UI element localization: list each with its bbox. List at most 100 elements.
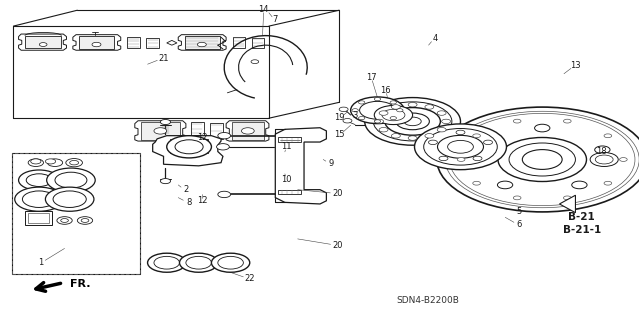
Circle shape	[186, 256, 211, 269]
Bar	[12, 153, 140, 274]
Circle shape	[374, 119, 383, 123]
Circle shape	[77, 217, 93, 224]
Text: 12: 12	[196, 133, 207, 142]
Circle shape	[425, 134, 434, 138]
Circle shape	[392, 134, 400, 138]
Text: 7: 7	[273, 15, 278, 24]
Bar	[12, 153, 140, 274]
Circle shape	[390, 101, 396, 104]
Circle shape	[339, 107, 348, 112]
Polygon shape	[19, 34, 67, 50]
Circle shape	[442, 119, 451, 123]
Circle shape	[428, 140, 437, 145]
Circle shape	[22, 191, 56, 207]
Polygon shape	[184, 36, 220, 49]
Text: 10: 10	[282, 175, 292, 184]
Circle shape	[522, 150, 562, 169]
Circle shape	[513, 119, 521, 123]
Polygon shape	[147, 38, 159, 48]
Text: 5: 5	[516, 207, 522, 216]
Bar	[28, 213, 49, 223]
Polygon shape	[252, 38, 264, 48]
Polygon shape	[232, 122, 264, 140]
Circle shape	[66, 159, 83, 167]
Polygon shape	[278, 137, 301, 142]
Text: 4: 4	[433, 34, 438, 43]
Circle shape	[445, 111, 639, 208]
Text: 2: 2	[183, 185, 189, 194]
Text: 20: 20	[333, 241, 343, 250]
Circle shape	[241, 128, 254, 134]
Text: 19: 19	[334, 113, 344, 122]
Circle shape	[438, 135, 483, 158]
Polygon shape	[73, 35, 121, 50]
Circle shape	[55, 172, 87, 188]
Circle shape	[197, 42, 206, 47]
Circle shape	[509, 143, 575, 176]
Polygon shape	[232, 37, 245, 48]
Circle shape	[218, 132, 230, 139]
Bar	[25, 211, 52, 225]
Circle shape	[374, 106, 413, 124]
Circle shape	[19, 170, 60, 190]
Circle shape	[358, 101, 365, 104]
Circle shape	[572, 181, 587, 189]
Circle shape	[449, 113, 635, 206]
Circle shape	[218, 256, 243, 269]
Circle shape	[379, 128, 388, 132]
Circle shape	[404, 117, 421, 126]
Circle shape	[392, 105, 400, 109]
Polygon shape	[170, 139, 208, 153]
Circle shape	[604, 181, 612, 185]
Text: 15: 15	[334, 130, 344, 139]
Circle shape	[473, 156, 482, 161]
Polygon shape	[178, 35, 226, 50]
Circle shape	[379, 111, 388, 115]
Circle shape	[53, 191, 86, 207]
Polygon shape	[153, 136, 223, 166]
Circle shape	[457, 158, 465, 161]
Circle shape	[590, 152, 618, 167]
Polygon shape	[226, 121, 269, 141]
Circle shape	[161, 120, 171, 124]
Text: 11: 11	[282, 142, 292, 151]
Circle shape	[211, 253, 250, 272]
Circle shape	[179, 253, 218, 272]
Text: FR.: FR.	[70, 279, 90, 289]
Polygon shape	[210, 123, 223, 139]
Circle shape	[513, 196, 521, 200]
Circle shape	[81, 219, 89, 222]
Text: 13: 13	[570, 61, 580, 70]
Circle shape	[563, 196, 571, 200]
Text: 22: 22	[244, 274, 255, 283]
Circle shape	[408, 102, 417, 107]
Text: 17: 17	[366, 73, 376, 82]
Polygon shape	[275, 128, 326, 204]
Circle shape	[45, 187, 94, 211]
Circle shape	[563, 119, 571, 123]
Circle shape	[70, 160, 79, 165]
Circle shape	[439, 156, 448, 161]
Text: 6: 6	[516, 220, 522, 229]
Text: 3: 3	[353, 111, 358, 120]
Text: 14: 14	[259, 5, 269, 14]
Circle shape	[425, 105, 434, 109]
Circle shape	[15, 187, 63, 211]
Circle shape	[343, 119, 352, 123]
Circle shape	[161, 179, 171, 184]
Circle shape	[382, 109, 405, 121]
Circle shape	[595, 146, 610, 153]
Circle shape	[251, 60, 259, 63]
Circle shape	[57, 217, 72, 224]
Circle shape	[216, 144, 229, 150]
Circle shape	[352, 109, 358, 112]
Circle shape	[437, 111, 446, 115]
Circle shape	[167, 136, 211, 158]
Circle shape	[351, 97, 404, 123]
Bar	[588, 147, 620, 172]
Polygon shape	[141, 122, 179, 140]
Circle shape	[26, 174, 52, 187]
Circle shape	[374, 98, 381, 101]
Text: 12: 12	[196, 196, 207, 205]
Circle shape	[47, 168, 95, 192]
